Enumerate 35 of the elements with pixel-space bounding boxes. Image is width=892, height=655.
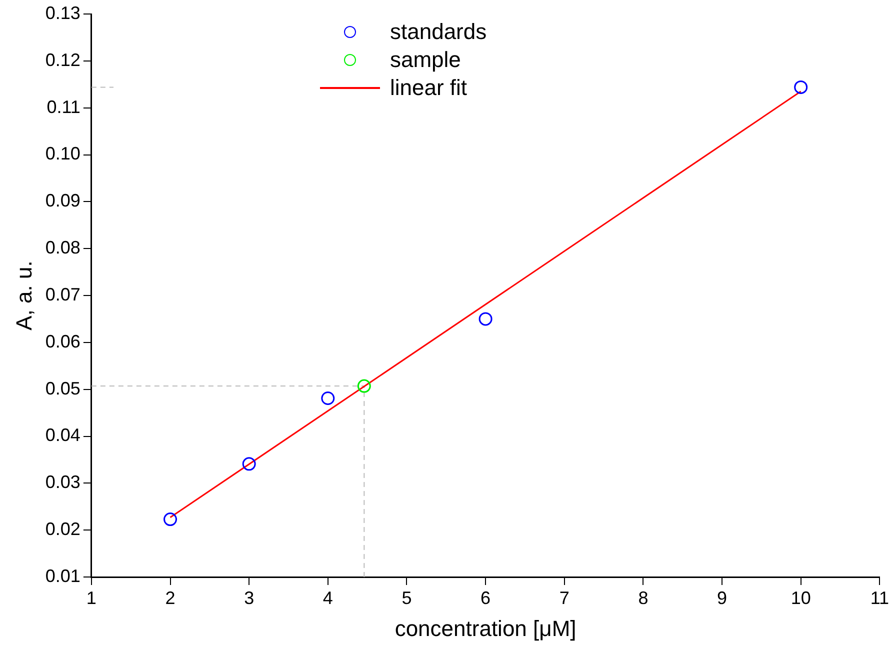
x-axis-title: concentration [μM] — [394, 616, 576, 641]
point — [242, 457, 256, 471]
x-tick-label: 4 — [322, 588, 333, 608]
x-tick-label: 9 — [717, 588, 728, 608]
y-tick-label: 0.03 — [45, 472, 80, 492]
point — [357, 379, 371, 393]
y-tick-label: 0.04 — [45, 425, 80, 446]
x-tick-label: 8 — [638, 588, 648, 608]
y-tick-label: 0.13 — [45, 2, 80, 23]
y-tick-label: 0.09 — [45, 190, 80, 211]
y-tick-label: 0.06 — [45, 331, 80, 352]
x-tick-label: 3 — [244, 588, 254, 608]
x-tick-label: 6 — [480, 588, 491, 608]
y-tick-label: 0.10 — [45, 144, 80, 164]
y-tick-label: 0.11 — [46, 96, 80, 117]
y-tick-label: 0.05 — [45, 378, 80, 398]
y-tick-label: 0.02 — [45, 519, 80, 540]
x-tick-label: 10 — [790, 588, 811, 608]
y-axis-title: A, a. u. — [11, 260, 36, 330]
x-tick-label: 5 — [402, 588, 412, 608]
point — [794, 80, 808, 94]
y-tick-label: 0.12 — [45, 50, 80, 70]
point — [321, 392, 335, 405]
legend-label: linear fit — [390, 75, 468, 101]
legend-label: standards — [390, 19, 487, 45]
y-tick-label: 0.01 — [45, 566, 80, 586]
x-tick-label: 2 — [165, 588, 176, 608]
x-tick-label: 11 — [870, 588, 889, 608]
point — [164, 512, 178, 526]
point — [478, 312, 492, 326]
x-tick-label: 7 — [559, 588, 570, 608]
x-tick-label: 1 — [86, 588, 96, 608]
y-tick-label: 0.08 — [45, 238, 80, 258]
legend-label: sample — [390, 47, 461, 73]
y-tick-label: 0.07 — [45, 284, 80, 304]
